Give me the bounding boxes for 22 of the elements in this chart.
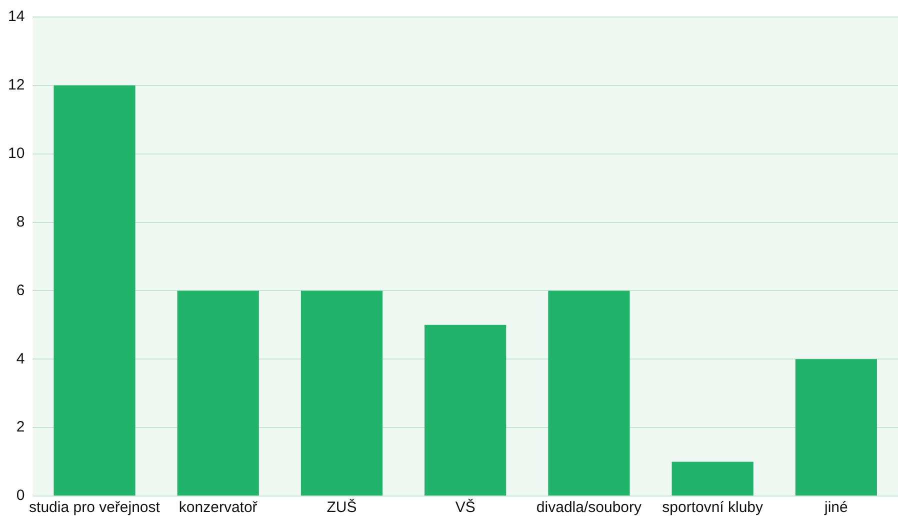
y-tick-label: 4 [16,350,25,368]
y-tick-label: 12 [8,76,25,94]
x-tick-label: studia pro veřejnost [29,499,161,516]
x-tick-label: divadla/soubory [536,499,642,516]
x-tick-label: sportovní kluby [662,499,764,516]
y-tick-label: 0 [16,487,25,504]
y-tick-label: 14 [8,8,25,26]
bar [424,324,506,496]
x-tick-label: VŠ [455,498,476,516]
y-tick-label: 8 [16,213,25,230]
x-tick-label: ZUŠ [326,498,357,516]
y-tick-label: 2 [16,418,25,436]
bar [54,85,136,496]
y-tick-label: 6 [16,282,25,299]
y-tick-label: 10 [8,145,25,162]
x-tick-label: jiné [824,499,848,516]
bar [672,462,754,496]
bar [548,290,630,496]
x-tick-label: konzervatoř [178,499,258,516]
bar [300,290,383,496]
bar [177,290,259,496]
bar [795,359,877,496]
